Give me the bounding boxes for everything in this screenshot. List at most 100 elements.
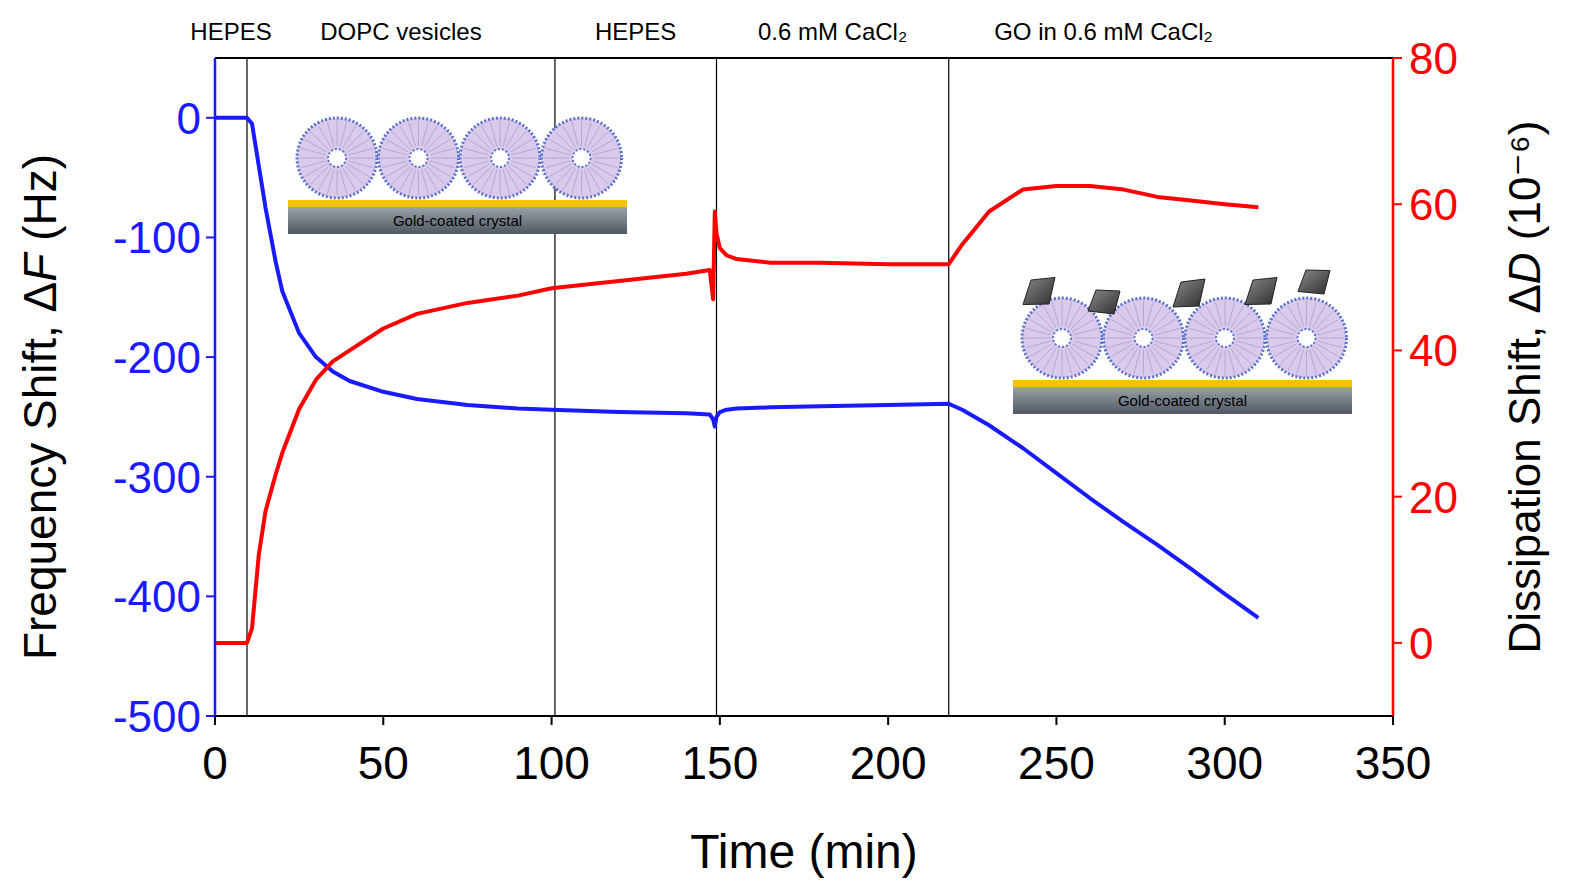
lipid-tail (427, 132, 445, 150)
y-axis-title: Frequency Shift, ΔF (Hz) (14, 154, 66, 660)
lipid-tail (1233, 346, 1251, 364)
vesicle (379, 118, 459, 198)
x-tick-label: 100 (513, 737, 590, 789)
title-part: Dissipation Shift, Δ (1500, 284, 1549, 653)
lipid-tail (1310, 350, 1316, 374)
lipid-tail (337, 121, 338, 146)
y-tick (206, 117, 215, 119)
lipid-tail (1117, 346, 1135, 364)
lipid-tail (1030, 320, 1052, 333)
lipid-tail (1065, 350, 1071, 374)
x-tick (382, 716, 384, 725)
x-tick (551, 716, 553, 725)
y-tick (206, 476, 215, 478)
lipid-tail (1189, 341, 1213, 347)
lipid-tail (581, 121, 582, 146)
vesicle-core (1053, 329, 1071, 347)
vesicle-core (573, 149, 591, 167)
lipid-tail (1225, 301, 1226, 326)
lipid-tail (1280, 346, 1298, 364)
title-part: D (1500, 252, 1549, 284)
lipid-tail (474, 132, 492, 150)
lipid-tail (464, 161, 488, 167)
inset: Gold-coated crystal (288, 118, 627, 234)
lipid-tail (563, 168, 576, 190)
x-tick-label: 0 (202, 737, 228, 789)
y2-tick (1393, 203, 1402, 205)
x-tick (719, 716, 721, 725)
lipid-tail (1237, 338, 1262, 339)
lipid-tail (430, 148, 454, 154)
lipid-tail (1188, 338, 1213, 339)
y-tick (206, 715, 215, 717)
vesicle (1267, 298, 1347, 378)
lipid-tail (418, 170, 419, 195)
lipid-tail (510, 164, 532, 177)
lipid-tail (555, 166, 573, 184)
lipid-tail (400, 168, 413, 190)
lipid-tail (349, 148, 373, 154)
lipid-tail (1315, 312, 1333, 330)
x-tick (1392, 716, 1394, 725)
series-line (215, 118, 1258, 618)
lipid-tail (300, 158, 325, 159)
lipid-tail (382, 158, 407, 159)
lipid-tail (1036, 346, 1054, 364)
lipid-tail (1297, 302, 1303, 326)
lipid-tail (1313, 306, 1326, 328)
lipid-tail (546, 161, 570, 167)
y2-tick-label: 40 (1409, 326, 1458, 375)
lipid-tail (490, 122, 496, 146)
lipid-tail (555, 132, 573, 150)
lipid-tail (549, 140, 571, 153)
inset-label: Gold-coated crystal (1118, 392, 1247, 409)
y2-tick-label: 80 (1409, 34, 1458, 83)
lipid-tail (1108, 341, 1132, 347)
lipid-tail (1199, 346, 1217, 364)
lipid-tail (1062, 301, 1063, 326)
x-axis-title: Time (min) (690, 825, 918, 878)
y-tick-label: -400 (113, 572, 201, 621)
lipid-tail (1315, 346, 1333, 364)
lipid-tail (1228, 350, 1234, 374)
x-tick-label: 200 (850, 737, 927, 789)
go-flake (1088, 290, 1120, 314)
y-tick-label: 0 (177, 94, 201, 143)
y-tick (206, 236, 215, 238)
y2-tick (1393, 57, 1402, 59)
lipid-tail (1152, 346, 1170, 364)
lipid-tail (1044, 348, 1057, 370)
vesicle (1185, 298, 1265, 378)
phase-boundary (948, 58, 949, 716)
lipid-tail (1235, 344, 1257, 357)
lipid-tail (301, 161, 325, 167)
lipid-tail (1072, 344, 1094, 357)
lipid-tail (409, 122, 415, 146)
lipid-tail (1215, 302, 1221, 326)
y2-tick-label: 20 (1409, 473, 1458, 522)
lipid-tail (1111, 320, 1133, 333)
lipid-tail (590, 132, 608, 150)
y2-tick-label: 60 (1409, 180, 1458, 229)
lipid-tail (593, 148, 617, 154)
series-line (215, 186, 1258, 643)
y2-axis (1392, 58, 1395, 716)
y-tick-label: -500 (113, 692, 201, 741)
lipid-tail (1317, 344, 1339, 357)
phase-label: 0.6 mM CaCl₂ (758, 18, 907, 45)
title-part: (Hz) (14, 154, 66, 254)
crystal (288, 207, 627, 234)
phase-label: DOPC vesicles (320, 18, 481, 45)
lipid-tail (500, 170, 501, 195)
phase-label: HEPES (190, 18, 271, 45)
lipid-tail (431, 158, 456, 159)
lipid-tail (1318, 328, 1342, 334)
vesicle-core (1298, 329, 1316, 347)
phase-label: HEPES (595, 18, 676, 45)
lipid-tail (508, 166, 526, 184)
lipid-tail (585, 170, 591, 194)
lipid-tail (588, 126, 601, 148)
lipid-tail (1125, 348, 1138, 370)
lipid-tail (1026, 341, 1050, 347)
x-tick-label: 350 (1355, 737, 1432, 789)
